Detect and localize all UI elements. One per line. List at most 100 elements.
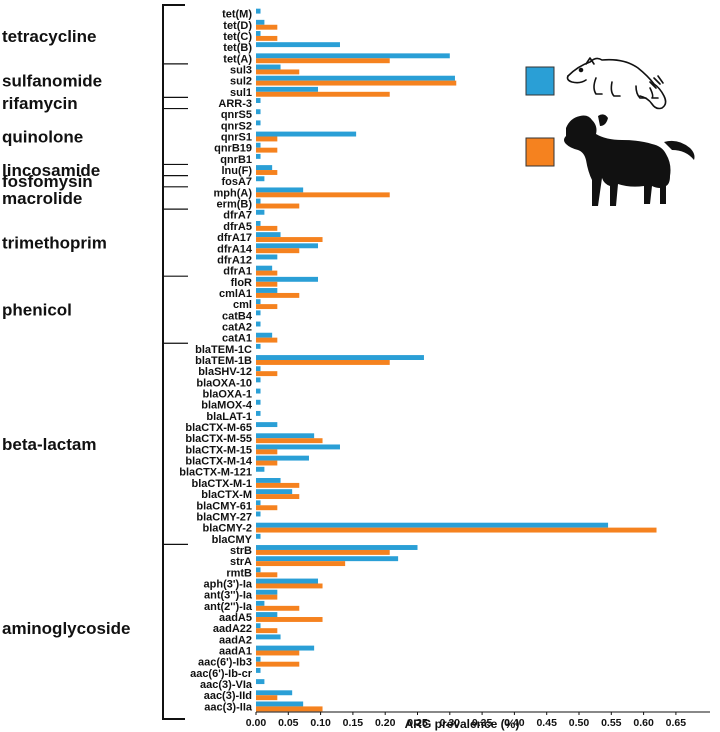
gene-label: ant(3'')-Ia [204,590,253,602]
bar-raccoon [256,53,450,59]
gene-label: blaMOX-4 [201,400,253,412]
gene-label: lnu(F) [221,165,252,177]
bar-dog [256,605,300,611]
bar-raccoon [256,656,261,662]
bar-raccoon [256,455,309,461]
gene-label: blaTEM-1B [195,355,252,367]
legend-swatch-raccoon [525,66,555,96]
bar-dog [256,661,300,667]
class-label: rifamycin [2,94,78,113]
bar-dog [256,170,278,175]
class-label: quinolone [2,128,83,147]
bar-raccoon [256,98,261,103]
bar-raccoon [256,198,261,204]
bar-raccoon [256,31,261,36]
bar-raccoon [256,120,261,126]
bar-raccoon [256,489,293,495]
bar-raccoon [256,299,261,305]
gene-label: blaLAT-1 [206,411,252,423]
x-tick-label: 0.30 [440,717,461,729]
x-tick-label: 0.40 [504,717,525,729]
gene-label: blaCTX-M-1 [192,478,253,490]
gene-label: blaCTX-M-121 [179,467,252,479]
gene-label: aac(3)-VIa [200,679,253,691]
gene-label-layer: tet(M)tet(D)tet(C)tet(B)tet(A)sul3sul2su… [179,9,253,714]
gene-label: blaCTX-M [201,489,252,501]
bar-raccoon [256,578,319,584]
bar-raccoon [256,522,609,528]
gene-label: erm(B) [217,199,253,211]
gene-label: sul2 [230,76,252,88]
bar-raccoon [256,243,319,249]
class-label: lincosamide [2,161,100,180]
gene-label: dfrA14 [217,243,253,255]
bar-raccoon [256,142,261,148]
bar-raccoon [256,466,265,472]
bar-raccoon [256,556,399,562]
bar-dog [256,706,323,712]
bar-raccoon [256,64,281,70]
bar-raccoon [256,511,261,517]
gene-label: aac(3)-IIa [204,701,253,713]
bar-dog [256,583,323,589]
bar-raccoon [256,254,278,260]
gene-label: aph(3')-Ia [204,578,253,590]
x-tick-label: 0.55 [601,717,622,729]
class-label: tetracycline [2,27,97,46]
bar-raccoon [256,276,319,282]
legend [525,57,695,206]
gene-label: sul1 [230,87,252,99]
x-tick-label: 0.60 [633,717,654,729]
bar-dog [256,147,278,153]
class-bracket-layer: tetracycline sulfanomide rifamycin quinolon… [2,4,188,720]
bar-raccoon [256,209,265,215]
bar-raccoon [256,533,261,539]
x-tick-label: 0.00 [246,717,267,729]
bar-raccoon [256,545,418,550]
x-axis-ticks: 0.00 0.05 0.10 0.15 0.20 0.25 0.30 0.35 0.40 0.45… [246,712,686,729]
bar-dog [256,449,278,455]
bar-raccoon [256,8,261,14]
bar-raccoon [256,645,315,651]
bar-raccoon [256,42,340,48]
gene-label: aac(6')-Ib3 [198,657,252,669]
class-label: aminoglycoside [2,619,130,638]
gene-label: qnrS1 [221,132,252,144]
bar-dog [256,35,278,41]
gene-label: qnrB1 [220,154,252,166]
bar-dog [256,80,457,86]
bar-dog [256,360,390,365]
gene-label: dfrA17 [217,232,252,244]
bar-raccoon [256,355,424,360]
gene-label: cml [233,299,252,311]
bar-raccoon [256,75,455,81]
bar-raccoon [256,478,281,483]
gene-label: rmtB [226,567,252,579]
gene-label: blaCMY [212,534,253,546]
bar-raccoon [256,433,315,439]
bar-dog [256,617,323,622]
gene-label: aadA2 [219,634,252,646]
bar-dog [256,292,300,298]
gene-label: tet(B) [223,42,252,54]
bar-raccoon [256,310,261,316]
gene-label: ant(2'')-Ia [204,601,253,613]
x-tick-label: 0.20 [375,717,396,729]
raccoon-icon [566,57,667,110]
bar-raccoon [256,176,265,182]
bar-dog [256,237,323,242]
bar-dog [256,628,278,634]
bar-raccoon [256,165,273,171]
x-tick-label: 0.50 [569,717,590,729]
x-tick-label: 0.05 [278,717,299,729]
gene-label: blaCTX-M-14 [185,456,253,468]
gene-label: dfrA7 [223,210,252,222]
bar-dog [256,248,300,254]
bar-layer [256,8,657,712]
gene-label: qnrS2 [221,120,252,132]
gene-label: strB [230,545,252,557]
bar-dog [256,192,390,198]
bar-raccoon [256,131,357,137]
bar-raccoon [256,377,261,383]
gene-label: blaTEM-1C [195,344,252,356]
